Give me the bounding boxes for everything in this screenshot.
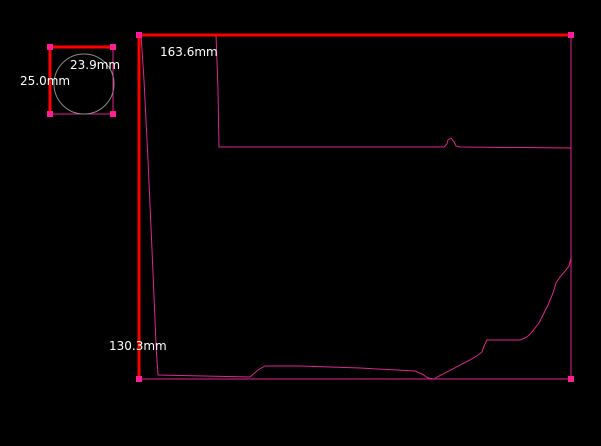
main-handle-top-left[interactable] xyxy=(136,32,142,38)
reference-handle-top-left[interactable] xyxy=(47,44,53,50)
reference-height-label: 25.0mm xyxy=(20,74,70,88)
main-part: 163.6mm 130.3mm xyxy=(109,32,574,382)
reference-circle xyxy=(53,53,115,115)
main-width-label: 163.6mm xyxy=(160,45,218,59)
main-height-label: 130.3mm xyxy=(109,339,167,353)
reference-part: 23.9mm 25.0mm xyxy=(20,44,120,117)
reference-handle-top-right[interactable] xyxy=(110,44,116,50)
main-bounding-box xyxy=(138,34,572,380)
main-handle-top-right[interactable] xyxy=(568,32,574,38)
reference-handle-bottom-right[interactable] xyxy=(110,111,116,117)
main-handle-bottom-left[interactable] xyxy=(136,376,142,382)
reference-handle-bottom-left[interactable] xyxy=(47,111,53,117)
main-handle-bottom-right[interactable] xyxy=(568,376,574,382)
reference-diameter-label: 23.9mm xyxy=(70,58,120,72)
main-part-outline xyxy=(140,34,572,380)
